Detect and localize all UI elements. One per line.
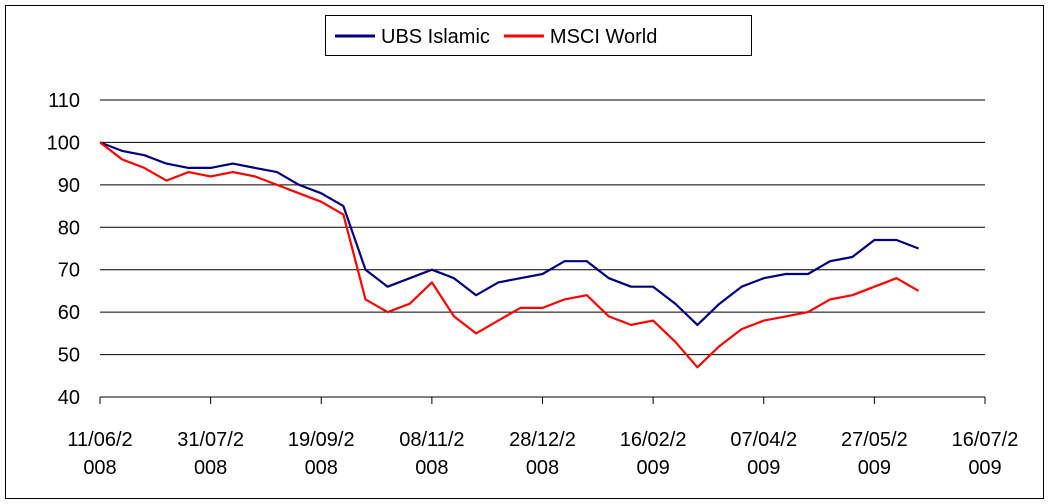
x-tick-label-line: 28/12/2 bbox=[509, 429, 576, 451]
y-tick-label: 80 bbox=[58, 217, 80, 239]
chart-border bbox=[5, 5, 1044, 499]
x-tick-label: 31/07/2 008 bbox=[177, 429, 244, 479]
line-series bbox=[99, 141, 919, 326]
x-tick-label: 07/04/2 009 bbox=[730, 429, 797, 479]
legend-label: MSCI World bbox=[550, 26, 657, 48]
x-tick-label: 11/06/2 008 bbox=[67, 429, 132, 479]
x-tick-label: 27/05/2 009 bbox=[841, 429, 908, 479]
x-tick-label-line: 08/11/2 bbox=[399, 429, 464, 451]
x-tick-label: 28/12/2 008 bbox=[509, 429, 576, 479]
line-series bbox=[99, 141, 920, 369]
x-tick-label-line: 009 bbox=[636, 457, 669, 479]
x-tick-label-line: 31/07/2 bbox=[177, 429, 244, 451]
x-tick-label-line: 008 bbox=[305, 457, 338, 479]
x-tick-label-line: 009 bbox=[858, 457, 891, 479]
x-tick-label-line: 19/09/2 bbox=[288, 429, 355, 451]
y-tick-label: 60 bbox=[58, 302, 80, 324]
x-tick-label-line: 008 bbox=[415, 457, 448, 479]
x-tick-label-line: 009 bbox=[747, 457, 780, 479]
x-tick-label-line: 16/07/2 bbox=[952, 429, 1019, 451]
x-tick-label-line: 008 bbox=[526, 457, 559, 479]
y-tick-label: 50 bbox=[58, 345, 80, 367]
x-tick-label-line: 11/06/2 bbox=[67, 429, 132, 451]
y-tick-label: 40 bbox=[58, 387, 80, 409]
y-tick-label: 110 bbox=[48, 90, 80, 112]
x-tick-label-line: 07/04/2 bbox=[730, 429, 797, 451]
x-tick-label-line: 008 bbox=[194, 457, 227, 479]
y-tick-label: 70 bbox=[58, 260, 80, 282]
x-tick-label: 08/11/2 008 bbox=[399, 429, 464, 479]
y-tick-label: 100 bbox=[47, 132, 80, 154]
x-tick-label-line: 16/02/2 bbox=[620, 429, 687, 451]
x-tick-label: 19/09/2 008 bbox=[288, 429, 355, 479]
legend-label: UBS Islamic bbox=[381, 26, 490, 48]
x-tick-label: 16/02/2 009 bbox=[620, 429, 687, 479]
x-tick-label-line: 27/05/2 bbox=[841, 429, 908, 451]
x-tick-label-line: 008 bbox=[83, 457, 116, 479]
x-tick-label-line: 009 bbox=[968, 457, 1001, 479]
x-tick-label: 16/07/2 009 bbox=[952, 429, 1019, 479]
y-tick-label: 90 bbox=[58, 175, 80, 197]
